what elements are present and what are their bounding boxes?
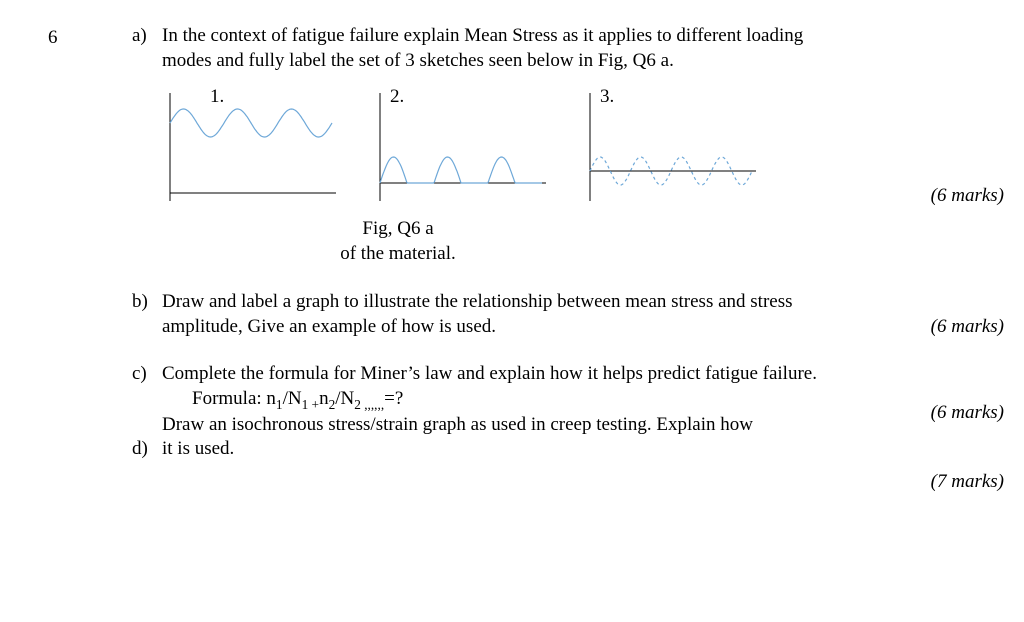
part-a-label: a) xyxy=(132,24,162,49)
part-b-marks: (6 marks) xyxy=(914,315,1004,340)
part-d: d) it is used. xyxy=(132,437,902,462)
part-c-row: c) Complete the formula for Miner’s law … xyxy=(48,362,1004,437)
part-c-label: c) xyxy=(132,362,162,387)
sketch-2: 2. xyxy=(368,83,548,211)
sketch-3: 3. xyxy=(578,83,758,211)
part-a-marks: (6 marks) xyxy=(914,184,1004,209)
part-d-marks-row: (7 marks) xyxy=(48,470,1004,495)
part-c-line1: Complete the formula for Miner’s law and… xyxy=(162,362,862,387)
part-c-line3: Draw an isochronous stress/strain graph … xyxy=(162,413,862,438)
part-b-label: b) xyxy=(132,290,162,315)
figure-caption: Fig, Q6 a of the material. xyxy=(268,217,528,266)
sketch-1-label: 1. xyxy=(210,85,224,110)
question-number: 6 xyxy=(48,26,58,51)
part-c-marks: (6 marks) xyxy=(914,401,1004,426)
part-b-row: b) Draw and label a graph to illustrate … xyxy=(48,290,1004,339)
part-d-marks: (7 marks) xyxy=(914,470,1004,495)
sketch-1: 1. xyxy=(158,83,338,211)
figure-row: 1. 2. 3. Fig, Q6 a of the material. (6 m… xyxy=(48,77,1004,266)
figures-container: 1. 2. 3. xyxy=(158,83,914,211)
sketch-2-label: 2. xyxy=(390,85,404,110)
part-b: b) Draw and label a graph to illustrate … xyxy=(132,290,902,339)
part-a: a) In the context of fatigue failure exp… xyxy=(132,24,1004,73)
part-d-text: it is used. xyxy=(162,437,902,462)
part-d-row: d) it is used. xyxy=(48,437,1004,462)
part-a-text: In the context of fatigue failure explai… xyxy=(162,24,842,73)
figure-caption-line1: Fig, Q6 a xyxy=(268,217,528,242)
part-c-formula: Formula: n1/N1 +n2/N2 ,,,,,,=? xyxy=(192,387,862,413)
part-d-label: d) xyxy=(132,437,162,462)
figure-caption-line2: of the material. xyxy=(268,242,528,267)
sketch-3-label: 3. xyxy=(600,85,614,110)
part-c: c) Complete the formula for Miner’s law … xyxy=(132,362,902,437)
exam-page: 6 a) In the context of fatigue failure e… xyxy=(0,0,1024,622)
sketch-1-svg xyxy=(158,83,338,203)
part-b-text: Draw and label a graph to illustrate the… xyxy=(162,290,862,339)
